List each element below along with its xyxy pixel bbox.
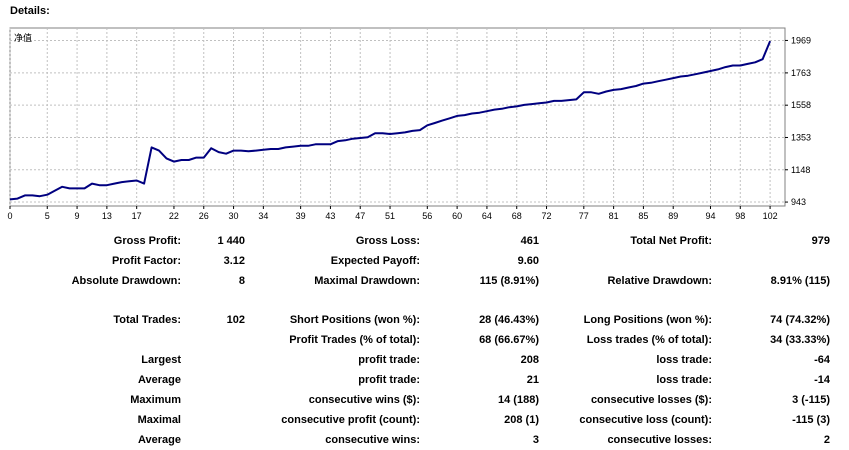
x-tick-label: 98 xyxy=(735,211,745,221)
y-tick-label: 1353 xyxy=(791,132,811,142)
average-label: Average xyxy=(137,374,181,386)
x-tick-label: 64 xyxy=(482,211,492,221)
x-tick-label: 30 xyxy=(229,211,239,221)
maximal-drawdown-value: 115 (8.91%) xyxy=(479,275,539,287)
maximal-drawdown-label: Maximal Drawdown: xyxy=(314,275,420,287)
chart-plot-area xyxy=(9,27,786,207)
largest-profit-label: profit trade: xyxy=(358,354,420,366)
chart-grid xyxy=(9,28,785,206)
short-positions-value: 28 (46.43%) xyxy=(479,314,539,326)
avg-cons-wins-label: consecutive wins: xyxy=(325,434,420,446)
long-positions-label: Long Positions (won %): xyxy=(583,314,712,326)
balance-chart: 0 5 9 13 17 22 26 30 34 39 43 47 51 56 60 64 68 72 77 81 85 8… xyxy=(7,27,811,221)
x-tick-label: 43 xyxy=(325,211,335,221)
gross-loss-value: 461 xyxy=(520,235,539,247)
average-cons-label: Average xyxy=(137,434,181,446)
absolute-drawdown-value: 8 xyxy=(238,275,245,287)
maximal-cons-profit-value: 208 (1) xyxy=(504,414,539,426)
maximal-label: Maximal xyxy=(137,414,181,426)
average-profit-label: profit trade: xyxy=(358,374,420,386)
total-net-profit-label: Total Net Profit: xyxy=(630,235,712,247)
balance-line xyxy=(9,40,772,201)
short-positions-label: Short Positions (won %): xyxy=(289,314,420,326)
profit-factor-label: Profit Factor: xyxy=(111,255,181,267)
average-loss-label: loss trade: xyxy=(656,374,712,386)
avg-cons-losses-value: 2 xyxy=(823,434,830,446)
x-tick-label: 60 xyxy=(452,211,462,221)
maximum-label: Maximum xyxy=(130,394,181,406)
y-axis-ticks: 943 1148 1353 1558 1763 1969 xyxy=(785,35,811,207)
x-axis-ticks: 0 5 9 13 17 22 26 30 34 39 43 47 51 56 60 64 68 72 77 81 85 8… xyxy=(7,206,778,221)
x-tick-label: 22 xyxy=(169,211,179,221)
x-tick-label: 34 xyxy=(258,211,268,221)
largest-loss-value: -64 xyxy=(814,354,830,366)
relative-drawdown-label: Relative Drawdown: xyxy=(607,275,712,287)
chart-title: 净值 xyxy=(14,32,32,43)
gross-profit-label: Gross Profit: xyxy=(113,235,181,247)
x-tick-label: 5 xyxy=(45,211,50,221)
total-net-profit-value: 979 xyxy=(811,235,830,247)
x-tick-label: 47 xyxy=(355,211,365,221)
y-tick-label: 1558 xyxy=(791,100,811,110)
x-tick-label: 26 xyxy=(199,211,209,221)
maximal-cons-profit-label: consecutive profit (count): xyxy=(281,414,420,426)
relative-drawdown-value: 8.91% (115) xyxy=(770,275,830,287)
x-tick-label: 89 xyxy=(668,211,678,221)
maximal-cons-loss-value: -115 (3) xyxy=(792,414,830,426)
largest-label: Largest xyxy=(141,354,181,366)
y-tick-label: 1969 xyxy=(791,35,811,45)
largest-profit-value: 208 xyxy=(520,354,539,366)
max-cons-losses-label: consecutive losses ($): xyxy=(590,394,712,406)
long-positions-value: 74 (74.32%) xyxy=(770,314,830,326)
expected-payoff-value: 9.60 xyxy=(517,255,539,267)
x-tick-label: 17 xyxy=(132,211,142,221)
max-cons-wins-label: consecutive wins ($): xyxy=(308,394,420,406)
x-tick-label: 77 xyxy=(579,211,589,221)
max-cons-wins-value: 14 (188) xyxy=(498,394,539,406)
x-tick-label: 0 xyxy=(7,211,12,221)
total-trades-label: Total Trades: xyxy=(113,314,181,326)
x-tick-label: 13 xyxy=(102,211,112,221)
profit-trades-label: Profit Trades (% of total): xyxy=(289,334,420,346)
expected-payoff-label: Expected Payoff: xyxy=(330,255,420,267)
max-cons-losses-value: 3 (-115) xyxy=(792,394,830,406)
profit-trades-value: 68 (66.67%) xyxy=(479,334,539,346)
chart-series-group xyxy=(9,40,772,201)
maximal-cons-loss-label: consecutive loss (count): xyxy=(579,414,712,426)
gross-profit-value: 1 440 xyxy=(217,235,245,247)
avg-cons-wins-value: 3 xyxy=(532,434,539,446)
gross-loss-label: Gross Loss: xyxy=(355,235,420,247)
loss-trades-label: Loss trades (% of total): xyxy=(586,334,712,346)
x-tick-label: 81 xyxy=(609,211,619,221)
x-tick-label: 56 xyxy=(422,211,432,221)
x-tick-label: 72 xyxy=(542,211,552,221)
total-trades-value: 102 xyxy=(226,314,245,326)
avg-cons-losses-label: consecutive losses: xyxy=(607,434,712,446)
profit-factor-value: 3.12 xyxy=(223,255,245,267)
average-profit-value: 21 xyxy=(526,374,539,386)
loss-trades-value: 34 (33.33%) xyxy=(770,334,830,346)
largest-loss-label: loss trade: xyxy=(656,354,712,366)
x-tick-label: 51 xyxy=(385,211,395,221)
y-tick-label: 1148 xyxy=(791,165,810,175)
x-tick-label: 94 xyxy=(705,211,715,221)
absolute-drawdown-label: Absolute Drawdown: xyxy=(71,275,181,287)
y-tick-label: 943 xyxy=(791,197,806,207)
x-tick-label: 68 xyxy=(512,211,522,221)
x-tick-label: 9 xyxy=(75,211,80,221)
average-loss-value: -14 xyxy=(814,374,830,386)
report-title: Details: xyxy=(10,5,50,17)
x-tick-label: 102 xyxy=(763,211,778,221)
x-tick-label: 39 xyxy=(296,211,306,221)
x-tick-label: 85 xyxy=(638,211,648,221)
y-tick-label: 1763 xyxy=(791,68,811,78)
